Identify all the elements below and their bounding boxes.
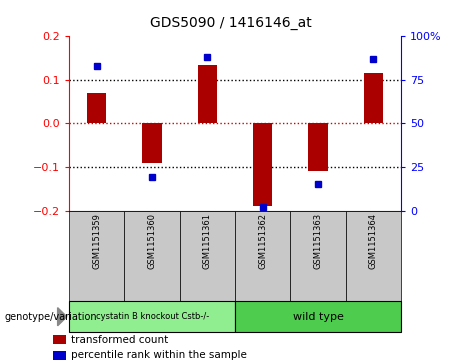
Bar	[290, 211, 346, 301]
Text: cystatin B knockout Cstb-/-: cystatin B knockout Cstb-/-	[95, 312, 209, 321]
Text: GDS5090 / 1416146_at: GDS5090 / 1416146_at	[150, 16, 311, 30]
Bar	[346, 211, 401, 301]
Bar	[198, 65, 217, 123]
Text: GSM1151362: GSM1151362	[258, 213, 267, 269]
Bar	[87, 93, 106, 123]
Text: percentile rank within the sample: percentile rank within the sample	[71, 350, 247, 360]
Bar	[180, 211, 235, 301]
Bar	[308, 123, 328, 171]
Text: wild type: wild type	[293, 312, 343, 322]
Text: genotype/variation: genotype/variation	[5, 312, 97, 322]
Text: GSM1151360: GSM1151360	[148, 213, 157, 269]
Bar	[53, 335, 65, 344]
Bar	[364, 73, 383, 123]
Bar	[69, 301, 235, 332]
Polygon shape	[58, 308, 67, 326]
Bar	[253, 123, 272, 206]
Text: GSM1151361: GSM1151361	[203, 213, 212, 269]
Bar	[235, 211, 290, 301]
Text: GSM1151364: GSM1151364	[369, 213, 378, 269]
Bar	[53, 351, 65, 360]
Bar	[69, 211, 124, 301]
Text: transformed count: transformed count	[71, 335, 168, 345]
Text: GSM1151359: GSM1151359	[92, 213, 101, 269]
Bar	[235, 301, 401, 332]
Text: GSM1151363: GSM1151363	[313, 213, 323, 269]
Bar	[142, 123, 162, 163]
Bar	[124, 211, 180, 301]
